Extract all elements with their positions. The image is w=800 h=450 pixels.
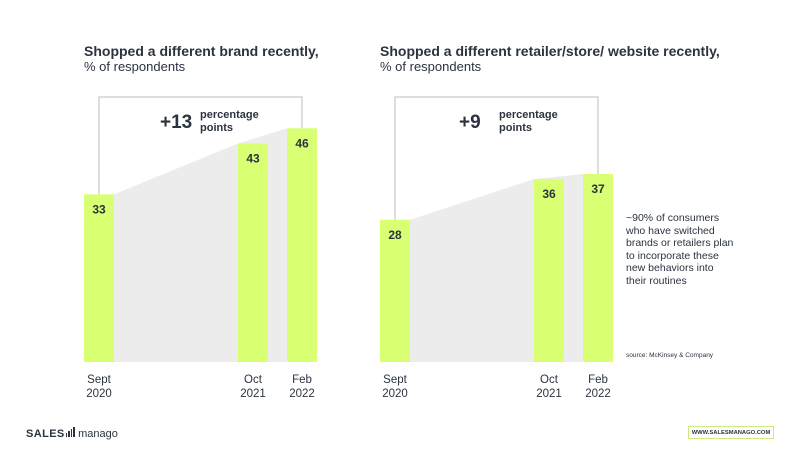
chart2-category-label: 2020 [382,388,408,400]
chart2-subtitle: % of respondents [380,59,482,74]
chart2-annotation-unit: percentage [499,109,558,121]
chart1-bar [84,194,114,362]
chart2-bar [583,174,613,362]
chart1-category-label: 2022 [289,388,315,400]
logo-text-manago: manago [78,428,118,440]
chart1-category-label: Feb [292,374,312,386]
chart2-annotation-unit: points [499,122,532,134]
chart2-bracket [394,96,599,220]
chart1-bracket [98,96,303,195]
chart1-category-label: Sept [87,374,111,386]
footer-url[interactable]: WWW.SALESMANAGO.COM [691,429,771,436]
chart2-category-label: 2021 [536,388,562,400]
chart1-bar [238,143,268,362]
chart1-value-label: 46 [295,136,309,150]
logo-text-sales: SALES [26,428,65,440]
chart2-value-label: 37 [591,182,605,196]
chart1-title: Shopped a different brand recently, [84,43,319,59]
source-text: source: McKinsey & Company [626,352,714,359]
chart1-annotation-unit: points [200,122,233,134]
footnote-text: ~90% of consumers who have switched bran… [626,212,734,287]
chart1-category-label: 2021 [240,388,266,400]
chart2-category-label: 2022 [585,388,611,400]
chart2-title: Shopped a different retailer/store/ webs… [380,43,720,59]
chart2-category-label: Feb [588,374,608,386]
chart2-value-label: 28 [388,228,402,242]
footer-url-box[interactable]: WWW.SALESMANAGO.COM [688,426,774,439]
chart2-annotation-value: +9 [459,112,481,133]
chart1-annotation-unit: percentage [200,109,259,121]
chart2-bar [534,179,564,362]
chart1-category-label: 2020 [86,388,112,400]
chart1-bar [287,128,317,362]
logo-bars-icon [65,427,76,440]
chart1-value-label: 43 [246,152,260,166]
chart2-category-label: Sept [383,374,407,386]
chart2-value-label: 36 [542,187,556,201]
chart1-subtitle: % of respondents [84,59,186,74]
chart1-category-label: Oct [244,374,263,386]
chart1-value-label: 33 [92,202,106,216]
chart2-category-label: Oct [540,374,559,386]
chart1-annotation-value: +13 [160,112,192,133]
chart2-bar [380,219,410,362]
salesmanago-logo: SALES manago [26,427,118,440]
